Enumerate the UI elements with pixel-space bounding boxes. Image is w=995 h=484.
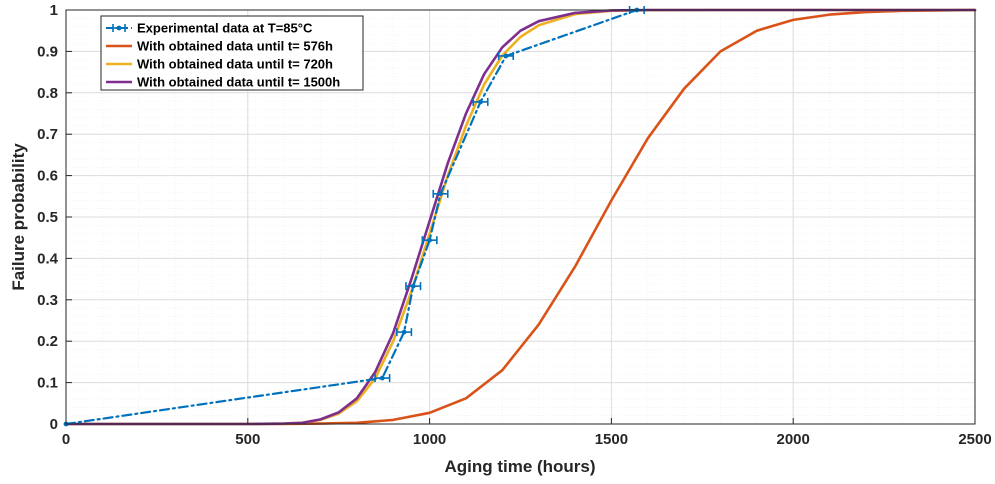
y-tick-label: 0.9 (37, 43, 58, 60)
x-tick-label: 1000 (413, 431, 446, 448)
legend-marker (116, 25, 122, 31)
y-axis-label: Failure probability (9, 143, 28, 291)
data-point (401, 329, 407, 335)
legend-label: With obtained data until t= 720h (137, 57, 333, 72)
y-tick-label: 0.7 (37, 126, 58, 143)
y-tick-label: 0.8 (37, 85, 58, 102)
data-point (438, 191, 443, 197)
data-point (503, 53, 509, 59)
x-axis-label: Aging time (hours) (444, 457, 595, 476)
data-point (410, 283, 416, 289)
x-tick-label: 500 (235, 431, 260, 448)
x-tick-label: 2500 (958, 431, 991, 448)
x-tick-label: 2000 (777, 431, 810, 448)
x-tick-label: 1500 (595, 431, 628, 448)
y-tick-label: 0.6 (37, 168, 58, 185)
legend-label: Experimental data at T=85°C (137, 21, 313, 36)
y-tick-label: 0.2 (37, 333, 58, 350)
legend-label: With obtained data until t= 1500h (137, 75, 340, 90)
data-point (478, 99, 483, 105)
legend-box (100, 15, 364, 91)
y-tick-label: 0.4 (37, 250, 59, 267)
legend-label: With obtained data until t= 576h (137, 39, 333, 54)
y-tick-label: 0 (50, 416, 58, 433)
x-tick-label: 0 (62, 431, 70, 448)
data-point (427, 237, 432, 243)
y-tick-label: 0.5 (37, 209, 58, 226)
legend: Experimental data at T=85°C With obtained… (100, 15, 364, 91)
y-tick-label: 0.3 (37, 292, 58, 309)
ticks-layer: 0 500 1000 1500 2000 2500 0 0.1 0.2 0.3 0.4 0.5 0.6 0… (37, 2, 992, 448)
data-point (379, 375, 385, 381)
y-tick-label: 0.1 (37, 375, 58, 392)
y-tick-label: 1 (50, 2, 58, 19)
